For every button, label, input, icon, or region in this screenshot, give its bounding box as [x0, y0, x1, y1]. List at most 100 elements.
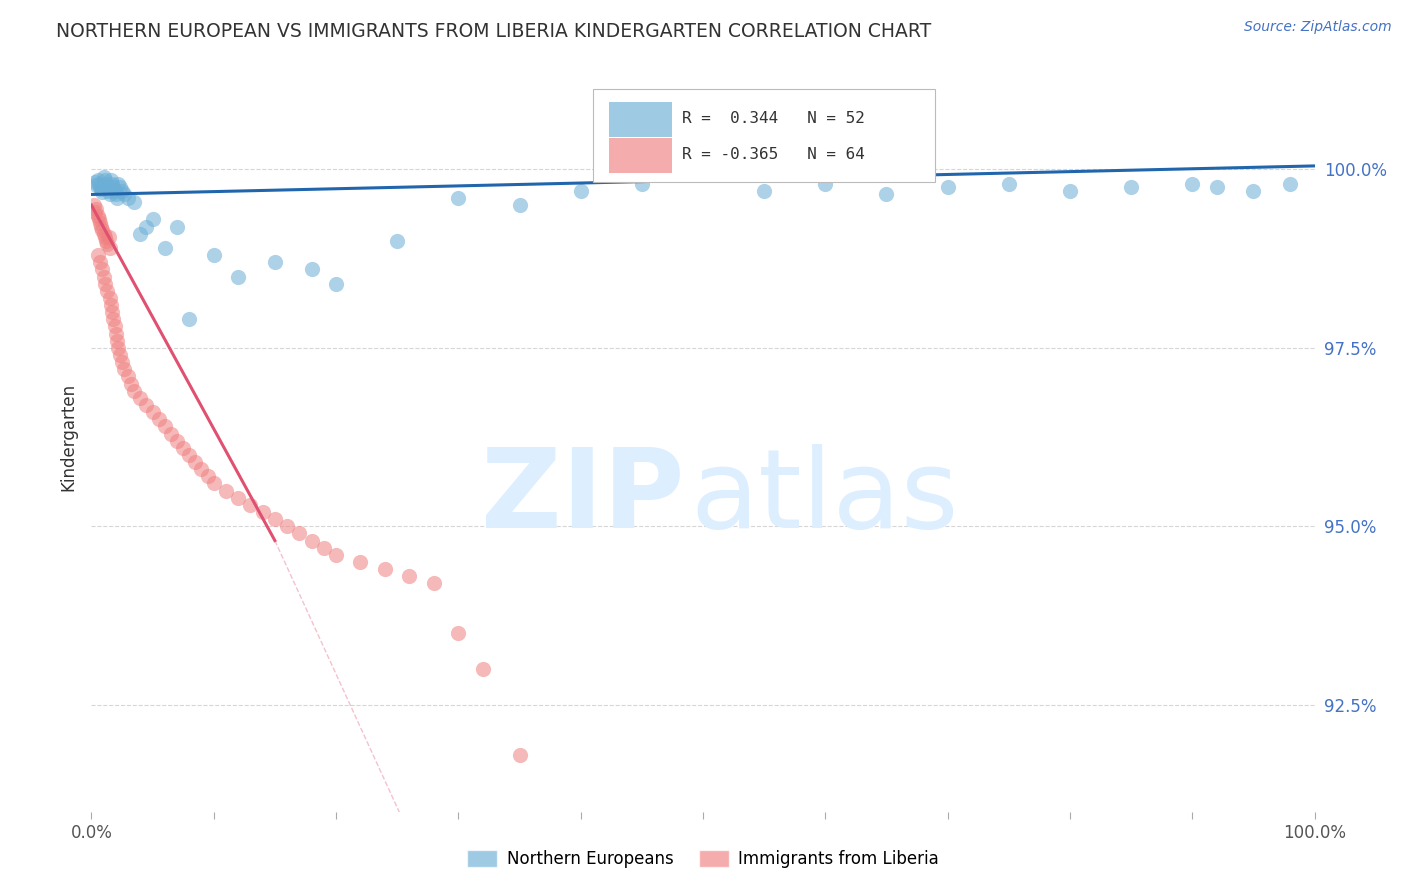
Point [264, 512, 287, 526]
Text: ZIP: ZIP [481, 443, 685, 550]
FancyBboxPatch shape [593, 88, 935, 182]
Point [86, 248, 108, 262]
Point [107, 341, 129, 355]
Point [94, 177, 117, 191]
Point [179, 448, 201, 462]
Point [97, 230, 120, 244]
Point [94, 173, 117, 187]
Point [325, 277, 347, 291]
Legend: Northern Europeans, Immigrants from Liberia: Northern Europeans, Immigrants from Libe… [460, 843, 946, 874]
Point [509, 198, 531, 212]
Point [226, 269, 249, 284]
Text: Source: ZipAtlas.com: Source: ZipAtlas.com [1244, 20, 1392, 34]
Point [122, 384, 145, 398]
Point [105, 191, 128, 205]
Point [105, 334, 128, 348]
Point [98, 187, 121, 202]
Point [754, 184, 776, 198]
Point [100, 173, 122, 187]
Point [104, 184, 127, 198]
Point [179, 312, 201, 326]
Point [998, 177, 1021, 191]
Point [89, 216, 111, 230]
Point [141, 405, 163, 419]
Point [93, 269, 115, 284]
Point [96, 180, 118, 194]
Point [184, 455, 207, 469]
Point [423, 576, 446, 591]
Point [153, 419, 176, 434]
Point [936, 180, 959, 194]
Point [97, 184, 120, 198]
Point [631, 177, 654, 191]
Text: R = -0.365   N = 64: R = -0.365 N = 64 [682, 147, 865, 162]
Text: NORTHERN EUROPEAN VS IMMIGRANTS FROM LIBERIA KINDERGARTEN CORRELATION CHART: NORTHERN EUROPEAN VS IMMIGRANTS FROM LIB… [56, 22, 932, 41]
Point [84, 205, 107, 219]
Point [103, 180, 125, 194]
Point [301, 533, 323, 548]
Point [100, 298, 122, 312]
Point [94, 277, 117, 291]
Point [875, 187, 898, 202]
Point [86, 209, 108, 223]
Point [93, 169, 115, 184]
Point [84, 202, 107, 216]
Point [385, 234, 409, 248]
Point [86, 173, 108, 187]
Point [91, 262, 114, 277]
Point [172, 441, 194, 455]
Point [1279, 177, 1302, 191]
Point [108, 180, 131, 194]
FancyBboxPatch shape [609, 103, 672, 136]
Point [252, 505, 274, 519]
Point [107, 177, 129, 191]
Point [104, 187, 127, 202]
Point [135, 219, 157, 234]
Point [111, 184, 134, 198]
Point [312, 541, 335, 555]
Point [120, 376, 142, 391]
Point [301, 262, 323, 277]
Point [98, 241, 121, 255]
Point [471, 662, 494, 676]
Point [91, 186, 114, 200]
Point [148, 412, 170, 426]
Point [202, 476, 225, 491]
Point [447, 191, 470, 205]
FancyBboxPatch shape [609, 138, 672, 172]
Point [117, 369, 139, 384]
Point [1181, 177, 1204, 191]
Point [325, 548, 347, 562]
Point [141, 212, 163, 227]
Point [112, 362, 135, 376]
Point [87, 177, 110, 191]
Point [814, 177, 837, 191]
Point [276, 519, 298, 533]
Point [190, 462, 212, 476]
Point [111, 355, 134, 369]
Point [129, 227, 152, 241]
Point [288, 526, 311, 541]
Point [94, 234, 117, 248]
Point [153, 241, 176, 255]
Point [122, 194, 145, 209]
Text: R =  0.344   N = 52: R = 0.344 N = 52 [682, 112, 865, 126]
Point [90, 219, 112, 234]
Point [349, 555, 371, 569]
Point [398, 569, 420, 583]
Point [166, 434, 188, 448]
Point [1243, 184, 1265, 198]
Point [264, 255, 287, 269]
Point [101, 305, 124, 319]
Point [96, 284, 118, 298]
Point [89, 255, 111, 269]
Point [112, 187, 135, 202]
Point [87, 212, 110, 227]
Point [104, 326, 127, 341]
Point [1059, 184, 1081, 198]
Point [160, 426, 183, 441]
Point [509, 747, 531, 762]
Point [108, 348, 131, 362]
Point [83, 198, 105, 212]
Point [101, 177, 124, 191]
